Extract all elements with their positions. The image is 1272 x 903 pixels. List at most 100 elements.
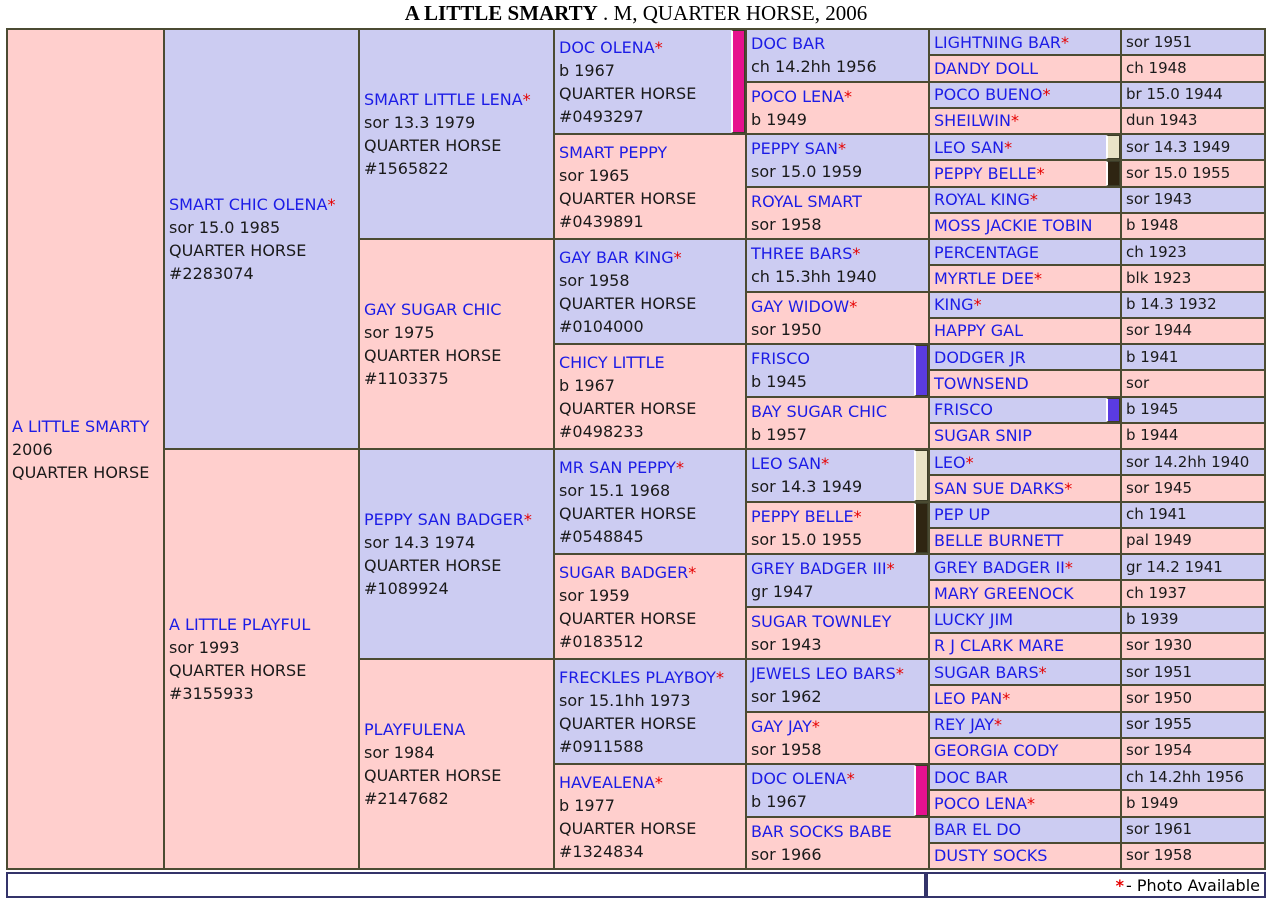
horse-detail: QUARTER HORSE — [559, 188, 697, 208]
horse-link-gay-sugar-chic[interactable]: GAY SUGAR CHIC — [364, 300, 502, 319]
horse-link-gay-jay[interactable]: GAY JAY* — [751, 716, 820, 736]
horse-detail: sor 15.1 1968 — [559, 480, 671, 500]
horse-detail: QUARTER HORSE — [169, 241, 307, 260]
horse-link-doc-bar[interactable]: DOC BAR — [751, 34, 826, 54]
pedigree-cell-three-bars: THREE BARS* ch 15.3hh 1940 — [747, 240, 928, 291]
horse-link-peppy-san[interactable]: PEPPY SAN* — [751, 139, 846, 159]
horse-link-grey-badger-ii[interactable]: GREY BADGER II* — [934, 557, 1073, 577]
pedigree-cell-myrtle-dee: MYRTLE DEE* — [930, 266, 1120, 291]
horse-link-jewels-leo-bars[interactable]: JEWELS LEO BARS* — [751, 664, 904, 684]
horse-link-lightning-bar[interactable]: LIGHTNING BAR* — [934, 32, 1070, 52]
horse-detail: #1089924 — [364, 579, 449, 598]
horse-link-leo-pan[interactable]: LEO PAN* — [934, 688, 1011, 708]
horse-detail: b 1967 — [559, 375, 615, 395]
horse-link-happy-gal[interactable]: HAPPY GAL — [934, 321, 1024, 341]
pedigree-cell-poco-bueno: POCO BUENO* — [930, 82, 1120, 107]
horse-link-georgia-cody[interactable]: GEORGIA CODY — [934, 741, 1059, 761]
horse-link-doc-olena[interactable]: DOC OLENA* — [751, 769, 855, 789]
horse-link-r-j-clark-mare[interactable]: R J CLARK MARE — [934, 636, 1065, 656]
horse-link-san-sue-darks[interactable]: SAN SUE DARKS* — [934, 478, 1073, 498]
horse-link-frisco[interactable]: FRISCO — [934, 400, 993, 420]
horse-link-myrtle-dee[interactable]: MYRTLE DEE* — [934, 268, 1042, 288]
horse-link-gay-bar-king[interactable]: GAY BAR KING* — [559, 247, 682, 267]
horse-link-sugar-townley[interactable]: SUGAR TOWNLEY — [751, 611, 892, 631]
horse-link-smart-chic-olena[interactable]: SMART CHIC OLENA* — [169, 195, 336, 214]
horse-link-peppy-san-badger[interactable]: PEPPY SAN BADGER* — [364, 510, 532, 529]
horse-link-gay-widow[interactable]: GAY WIDOW* — [751, 296, 858, 316]
horse-link-leo[interactable]: LEO* — [934, 452, 974, 472]
pedigree-cell-smart-chic-olena: SMART CHIC OLENA* sor 15.0 1985 QUARTER HO… — [165, 30, 358, 448]
pedigree-cell-freckles-playboy: FRECKLES PLAYBOY* sor 15.1hh 1973 QUARTER … — [555, 660, 745, 763]
horse-link-royal-smart[interactable]: ROYAL SMART — [751, 191, 862, 211]
horse-detail: #0439891 — [559, 211, 644, 231]
pedigree-detail-cell: blk 1923 — [1122, 266, 1264, 291]
horse-link-sugar-bars[interactable]: SUGAR BARS* — [934, 662, 1047, 682]
horse-link-poco-bueno[interactable]: POCO BUENO* — [934, 85, 1051, 105]
horse-link-mary-greenock[interactable]: MARY GREENOCK — [934, 583, 1074, 603]
horse-link-a-little-smarty[interactable]: A LITTLE SMARTY — [12, 416, 150, 436]
horse-detail: QUARTER HORSE — [364, 136, 502, 155]
horse-link-playfulena[interactable]: PLAYFULENA — [364, 720, 466, 739]
horse-link-bay-sugar-chic[interactable]: BAY SUGAR CHIC — [751, 401, 888, 421]
horse-detail: sor — [1126, 373, 1150, 392]
horse-link-peppy-belle[interactable]: PEPPY BELLE* — [751, 506, 862, 526]
page-title: A LITTLE SMARTY . M, QUARTER HORSE, 2006 — [0, 1, 1272, 26]
horse-detail: ch 14.2hh 1956 — [1126, 767, 1244, 786]
horse-link-king[interactable]: KING* — [934, 295, 982, 315]
horse-link-grey-badger-iii[interactable]: GREY BADGER III* — [751, 559, 895, 579]
horse-link-bar-el-do[interactable]: BAR EL DO — [934, 820, 1022, 840]
horse-link-freckles-playboy[interactable]: FRECKLES PLAYBOY* — [559, 667, 724, 687]
pedigree-cell-sugar-badger: SUGAR BADGER* sor 1959 QUARTER HORSE #01835… — [555, 555, 745, 658]
horse-link-rey-jay[interactable]: REY JAY* — [934, 715, 1002, 735]
horse-detail: #0498233 — [559, 421, 644, 441]
horse-link-lucky-jim[interactable]: LUCKY JIM — [934, 610, 1014, 630]
horse-link-a-little-playful[interactable]: A LITTLE PLAYFUL — [169, 615, 311, 634]
horse-link-frisco[interactable]: FRISCO — [751, 349, 810, 369]
horse-detail: sor 1958 — [1126, 846, 1193, 865]
horse-link-pep-up[interactable]: PEP UP — [934, 505, 990, 525]
pedigree-detail-cell: ch 1948 — [1122, 56, 1264, 81]
horse-detail: sor 1945 — [1126, 478, 1193, 497]
horse-link-mr-san-peppy[interactable]: MR SAN PEPPY* — [559, 457, 684, 477]
pedigree-cell-rey-jay: REY JAY* — [930, 712, 1120, 737]
horse-link-royal-king[interactable]: ROYAL KING* — [934, 190, 1038, 210]
photo-available-asterisk: * — [1004, 137, 1013, 157]
pedigree-cell-san-sue-darks: SAN SUE DARKS* — [930, 476, 1120, 501]
horse-link-poco-lena[interactable]: POCO LENA* — [934, 793, 1036, 813]
horse-detail: #1324834 — [559, 841, 644, 861]
horse-link-leo-san[interactable]: LEO SAN* — [751, 454, 830, 474]
horse-link-smart-little-lena[interactable]: SMART LITTLE LENA* — [364, 90, 531, 109]
horse-link-sugar-snip[interactable]: SUGAR SNIP — [934, 426, 1032, 446]
horse-link-dusty-socks[interactable]: DUSTY SOCKS — [934, 846, 1048, 866]
horse-detail: ch 15.3hh 1940 — [751, 267, 877, 287]
horse-link-moss-jackie-tobin[interactable]: MOSS JACKIE TOBIN — [934, 216, 1093, 236]
horse-link-bar-socks-babe[interactable]: BAR SOCKS BABE — [751, 821, 892, 841]
horse-link-doc-bar[interactable]: DOC BAR — [934, 767, 1009, 787]
horse-link-sugar-badger[interactable]: SUGAR BADGER* — [559, 562, 697, 582]
horse-link-percentage[interactable]: PERCENTAGE — [934, 242, 1040, 262]
horse-link-chicy-little[interactable]: CHICY LITTLE — [559, 352, 665, 372]
pedigree-detail-cell: sor 1954 — [1122, 738, 1264, 763]
pedigree-detail-cell: sor — [1122, 371, 1264, 396]
horse-link-three-bars[interactable]: THREE BARS* — [751, 244, 861, 264]
horse-link-leo-san[interactable]: LEO SAN* — [934, 137, 1013, 157]
horse-link-dodger-jr[interactable]: DODGER JR — [934, 347, 1026, 367]
horse-detail: sor 15.0 1955 — [1126, 163, 1231, 182]
horse-link-belle-burnett[interactable]: BELLE BURNETT — [934, 531, 1064, 551]
horse-link-smart-peppy[interactable]: SMART PEPPY — [559, 142, 668, 162]
horse-link-doc-olena[interactable]: DOC OLENA* — [559, 37, 663, 57]
pedigree-detail-cell: dun 1943 — [1122, 108, 1264, 133]
horse-link-poco-lena[interactable]: POCO LENA* — [751, 86, 853, 106]
horse-link-sheilwin[interactable]: SHEILWIN* — [934, 111, 1019, 131]
pedigree-cell-dusty-socks: DUSTY SOCKS — [930, 843, 1120, 868]
horse-link-dandy-doll[interactable]: DANDY DOLL — [934, 58, 1038, 78]
horse-detail: sor 1961 — [1126, 820, 1193, 839]
pedigree-cell-doc-olena: DOC OLENA* b 1967 — [747, 765, 928, 816]
photo-available-asterisk: * — [1029, 190, 1038, 210]
horse-link-peppy-belle[interactable]: PEPPY BELLE* — [934, 163, 1045, 183]
horse-link-havealena[interactable]: HAVEALENA* — [559, 772, 663, 792]
pedigree-cell-bar-socks-babe: BAR SOCKS BABE sor 1966 — [747, 817, 928, 868]
horse-detail: ch 1948 — [1126, 58, 1187, 77]
horse-link-townsend[interactable]: TOWNSEND — [934, 373, 1029, 393]
photo-available-asterisk: * — [844, 86, 853, 106]
